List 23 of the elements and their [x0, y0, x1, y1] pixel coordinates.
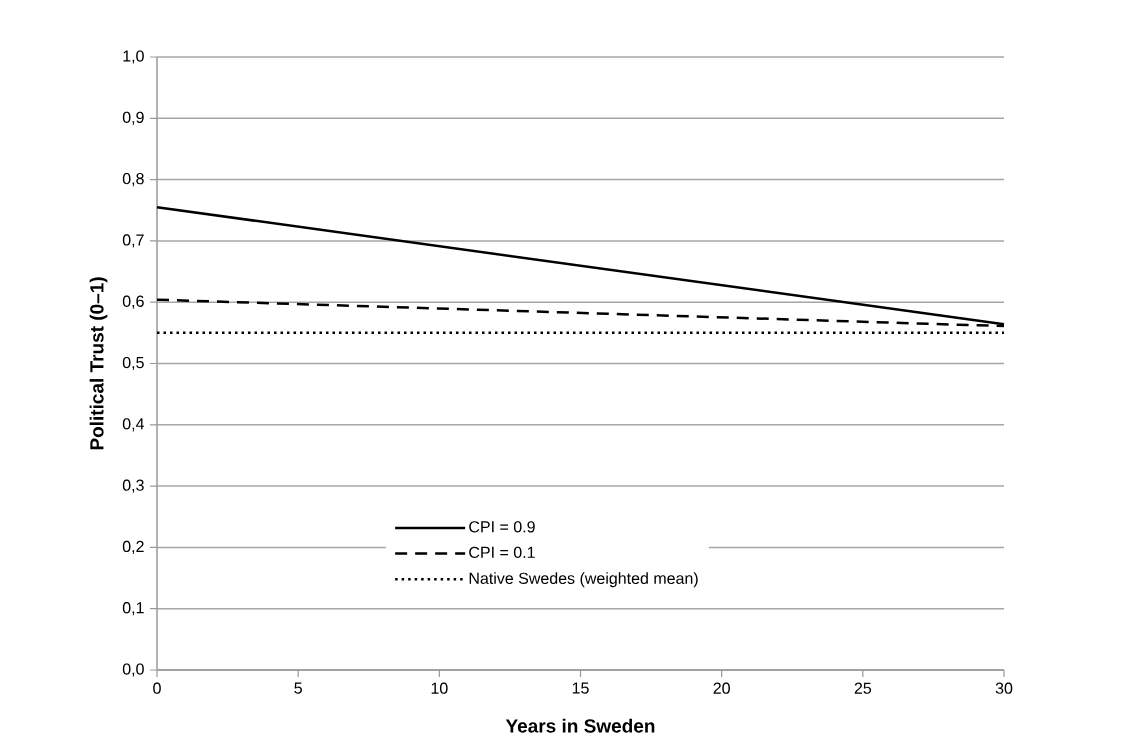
x-tick-label: 5: [294, 682, 302, 694]
legend-label: CPI = 0.1: [469, 546, 535, 559]
y-tick-label: 0,4: [122, 418, 145, 432]
x-tick-label: 20: [713, 682, 730, 694]
legend-label: CPI = 0.9: [469, 521, 535, 533]
y-axis-title: Political Trust (0–1): [89, 277, 108, 450]
x-tick-label: 25: [854, 682, 872, 694]
x-tick-label: 0: [153, 682, 161, 694]
y-tick-label: 0,7: [122, 234, 144, 248]
y-tick-label: 0,1: [122, 602, 144, 616]
x-tick-label: 15: [572, 682, 589, 694]
y-tick-label: 0,0: [122, 663, 144, 677]
x-tick-label: 10: [431, 682, 448, 694]
x-tick-label: 30: [995, 682, 1013, 694]
y-tick-label: 1,0: [123, 50, 144, 64]
legend-label: Native Swedes (weighted mean): [469, 572, 698, 588]
y-tick-label: 0,9: [122, 111, 144, 125]
y-tick-label: 0,6: [122, 295, 144, 309]
y-tick-label: 0,3: [122, 479, 144, 493]
y-tick-label: 0,5: [122, 356, 144, 371]
y-tick-label: 0,8: [122, 172, 144, 187]
y-tick-label: 0,2: [122, 540, 144, 555]
x-axis-title: Years in Sweden: [505, 718, 655, 733]
